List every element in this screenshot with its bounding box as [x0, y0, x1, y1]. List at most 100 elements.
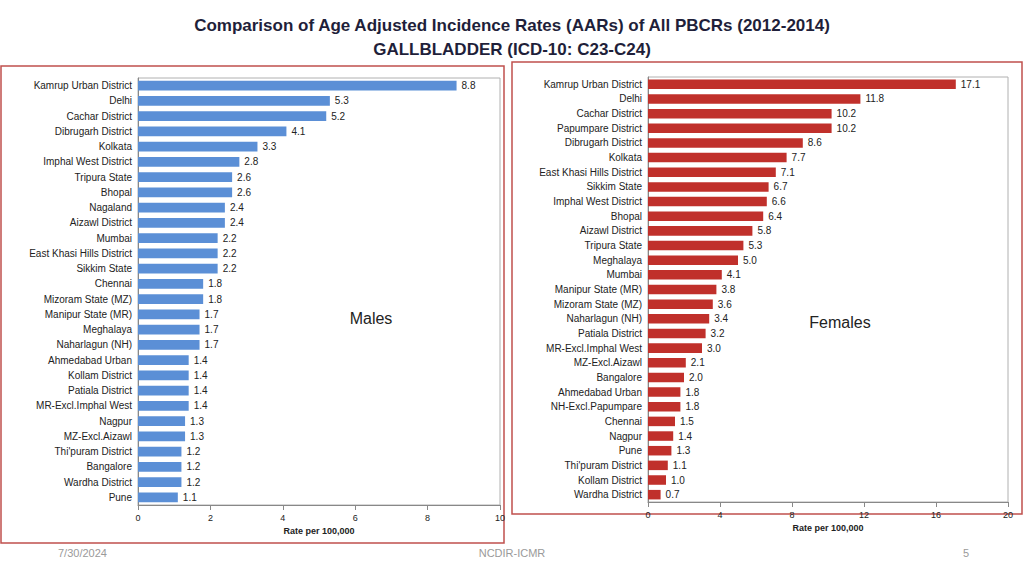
svg-text:Tripura State: Tripura State [585, 240, 643, 251]
svg-text:Pune: Pune [619, 445, 643, 456]
svg-text:Wardha District: Wardha District [64, 477, 132, 488]
svg-text:7.1: 7.1 [781, 167, 795, 178]
svg-text:8.8: 8.8 [462, 80, 476, 91]
svg-text:Kamrup Urban District: Kamrup Urban District [34, 80, 133, 91]
svg-text:Sikkim State: Sikkim State [586, 181, 642, 192]
svg-text:6.4: 6.4 [768, 211, 782, 222]
svg-text:5.3: 5.3 [748, 240, 762, 251]
svg-text:10.2: 10.2 [837, 123, 857, 134]
svg-text:Naharlagun (NH): Naharlagun (NH) [56, 339, 132, 350]
svg-text:6.6: 6.6 [772, 196, 786, 207]
svg-text:Bhopal: Bhopal [101, 187, 132, 198]
svg-text:Ahmedabad Urban: Ahmedabad Urban [48, 355, 132, 366]
svg-text:1.2: 1.2 [186, 477, 200, 488]
svg-text:Nagpur: Nagpur [99, 416, 132, 427]
svg-text:6: 6 [353, 513, 358, 523]
svg-text:1.8: 1.8 [685, 387, 699, 398]
svg-text:2: 2 [208, 513, 213, 523]
svg-text:0: 0 [135, 513, 140, 523]
svg-text:Rate per 100,000: Rate per 100,000 [283, 526, 354, 536]
svg-text:MZ-Excl.Aizawl: MZ-Excl.Aizawl [64, 431, 132, 442]
svg-text:Thi'puram District: Thi'puram District [55, 446, 133, 457]
svg-text:2.2: 2.2 [223, 248, 237, 259]
svg-text:Bangalore: Bangalore [596, 372, 642, 383]
svg-text:4.1: 4.1 [291, 126, 305, 137]
svg-text:10: 10 [495, 513, 505, 523]
svg-text:8.6: 8.6 [808, 137, 822, 148]
svg-text:4: 4 [717, 510, 722, 520]
svg-text:5: 5 [963, 547, 969, 559]
svg-text:Kollam District: Kollam District [68, 370, 132, 381]
svg-text:3.0: 3.0 [707, 343, 721, 354]
svg-text:Bhopal: Bhopal [611, 211, 642, 222]
svg-text:20: 20 [1003, 510, 1013, 520]
svg-text:1.1: 1.1 [673, 460, 687, 471]
svg-text:Chennai: Chennai [605, 416, 642, 427]
svg-text:Delhi: Delhi [109, 95, 132, 106]
svg-text:5.8: 5.8 [757, 225, 771, 236]
svg-text:Chennai: Chennai [95, 278, 132, 289]
svg-text:3.2: 3.2 [711, 328, 725, 339]
svg-text:MR-Excl.Imphal West: MR-Excl.Imphal West [546, 343, 642, 354]
svg-text:Tripura State: Tripura State [75, 172, 133, 183]
svg-text:Mizoram State (MZ): Mizoram State (MZ) [554, 299, 642, 310]
svg-text:Cachar District: Cachar District [576, 108, 642, 119]
svg-text:4: 4 [280, 513, 285, 523]
svg-text:Mumbai: Mumbai [96, 233, 132, 244]
svg-text:1.0: 1.0 [671, 475, 685, 486]
svg-text:NCDIR-ICMR: NCDIR-ICMR [479, 547, 546, 559]
svg-text:Papumpare District: Papumpare District [557, 123, 642, 134]
svg-text:Imphal West District: Imphal West District [43, 156, 132, 167]
svg-text:Males: Males [350, 310, 393, 327]
svg-text:3.8: 3.8 [721, 284, 735, 295]
svg-text:5.2: 5.2 [331, 111, 345, 122]
svg-text:1.7: 1.7 [205, 324, 219, 335]
svg-text:Aizawl District: Aizawl District [580, 225, 642, 236]
svg-text:8: 8 [789, 510, 794, 520]
svg-text:1.8: 1.8 [208, 278, 222, 289]
svg-text:3.6: 3.6 [718, 299, 732, 310]
svg-text:1.4: 1.4 [194, 400, 208, 411]
svg-text:16: 16 [931, 510, 941, 520]
svg-text:Imphal West District: Imphal West District [553, 196, 642, 207]
svg-text:Patiala District: Patiala District [68, 385, 132, 396]
svg-text:1.4: 1.4 [194, 370, 208, 381]
svg-text:NH-Excl.Papumpare: NH-Excl.Papumpare [551, 401, 643, 412]
svg-text:Rate per 100,000: Rate per 100,000 [792, 523, 863, 533]
svg-text:3.4: 3.4 [714, 313, 728, 324]
svg-text:Kollam District: Kollam District [578, 475, 642, 486]
svg-text:1.1: 1.1 [183, 492, 197, 503]
svg-text:2.1: 2.1 [691, 357, 705, 368]
svg-text:Ahmedabad Urban: Ahmedabad Urban [558, 387, 642, 398]
svg-text:1.4: 1.4 [194, 355, 208, 366]
svg-text:6.7: 6.7 [774, 181, 788, 192]
svg-text:Wardha District: Wardha District [574, 489, 642, 500]
svg-text:Patiala District: Patiala District [578, 328, 642, 339]
svg-text:East Khasi Hills District: East Khasi Hills District [539, 167, 642, 178]
svg-text:Comparison of Age Adjusted Inc: Comparison of Age Adjusted Incidence Rat… [194, 16, 830, 35]
svg-text:2.4: 2.4 [230, 202, 244, 213]
svg-text:17.1: 17.1 [961, 79, 981, 90]
svg-text:2.0: 2.0 [689, 372, 703, 383]
svg-text:3.3: 3.3 [262, 141, 276, 152]
svg-text:1.2: 1.2 [186, 461, 200, 472]
svg-text:1.4: 1.4 [678, 431, 692, 442]
svg-text:GALLBLADDER (ICD-10: C23-C24): GALLBLADDER (ICD-10: C23-C24) [373, 40, 651, 59]
svg-text:11.8: 11.8 [865, 93, 884, 104]
svg-text:Dibrugarh District: Dibrugarh District [565, 137, 642, 148]
svg-text:1.7: 1.7 [205, 339, 219, 350]
svg-text:1.3: 1.3 [676, 445, 690, 456]
svg-text:Nagpur: Nagpur [609, 431, 642, 442]
svg-text:7/30/2024: 7/30/2024 [58, 547, 107, 559]
svg-text:2.8: 2.8 [244, 156, 258, 167]
svg-text:Nagaland: Nagaland [89, 202, 132, 213]
svg-text:1.3: 1.3 [190, 431, 204, 442]
svg-text:Pune: Pune [109, 492, 133, 503]
svg-text:Manipur State (MR): Manipur State (MR) [555, 284, 642, 295]
svg-text:1.4: 1.4 [194, 385, 208, 396]
svg-text:12: 12 [859, 510, 869, 520]
svg-text:Sikkim State: Sikkim State [76, 263, 132, 274]
svg-text:Naharlagun (NH): Naharlagun (NH) [566, 313, 642, 324]
svg-text:2.6: 2.6 [237, 187, 251, 198]
svg-text:2.2: 2.2 [223, 263, 237, 274]
